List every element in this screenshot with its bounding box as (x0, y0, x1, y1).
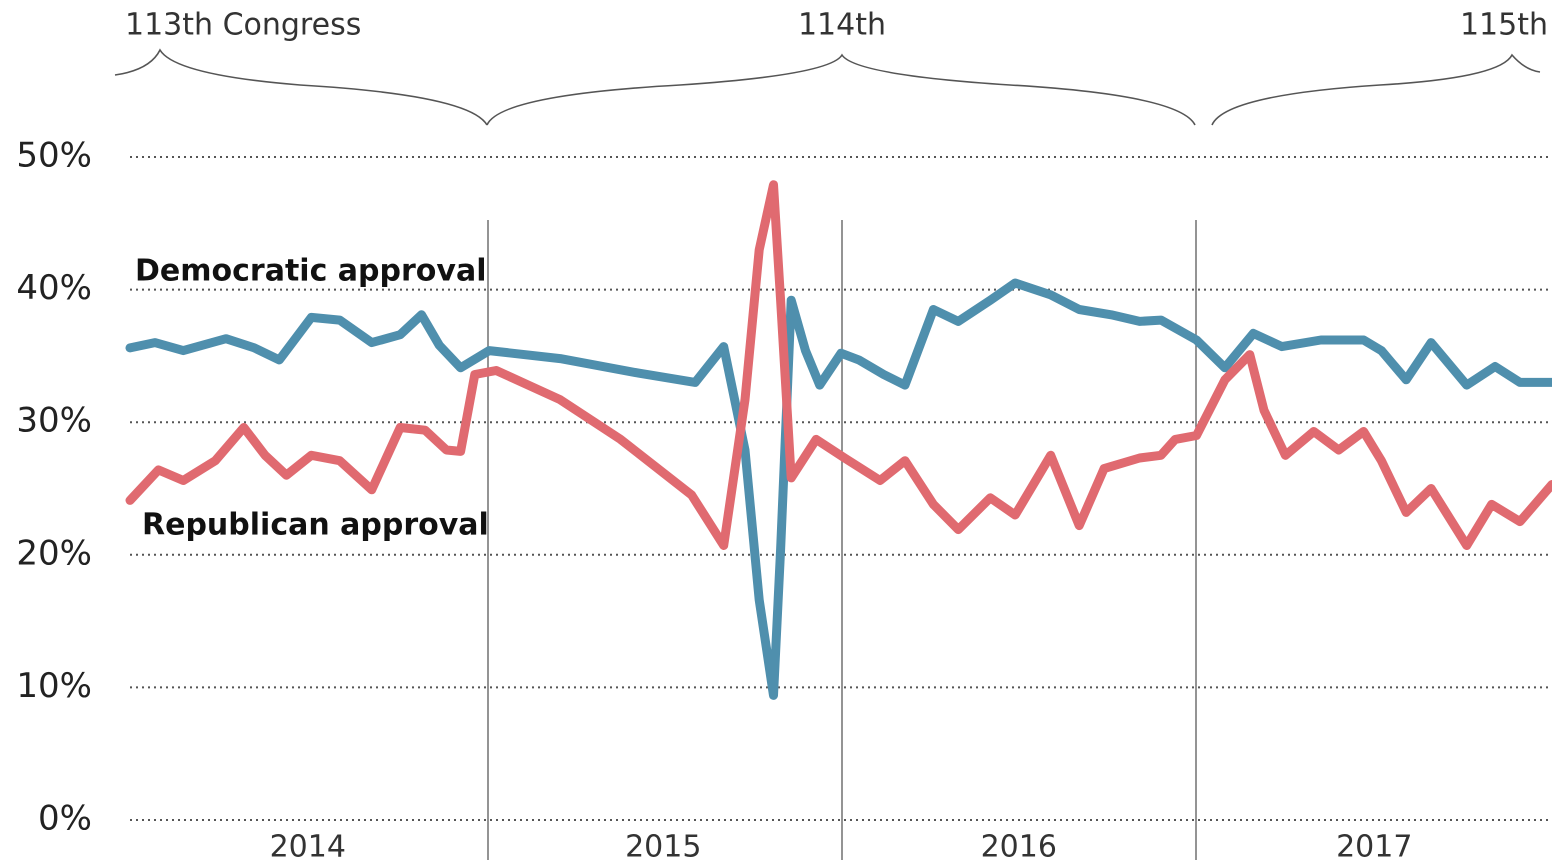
brace (114, 48, 488, 126)
congress-label: 113th Congress (125, 8, 361, 43)
x-tick-label: 2015 (625, 830, 701, 865)
congress-label: 115th (1460, 8, 1548, 43)
congress-braces (114, 48, 1541, 126)
y-tick-label: 10% (16, 666, 92, 706)
x-tick-label: 2017 (1336, 830, 1412, 865)
series-label: Democratic approval (135, 254, 486, 289)
congress-label: 114th (798, 8, 886, 43)
y-tick-label: 40% (16, 268, 92, 308)
x-tick-label: 2016 (981, 830, 1057, 865)
brace (1211, 53, 1541, 126)
brace (486, 53, 1196, 126)
y-tick-label: 30% (16, 401, 92, 441)
line (125, 278, 1552, 700)
y-tick-label: 20% (16, 533, 92, 573)
line (125, 180, 1552, 550)
y-tick-label: 0% (38, 799, 92, 839)
x-tick-label: 2014 (270, 830, 346, 865)
y-tick-label: 50% (16, 136, 92, 176)
series-label: Republican approval (142, 508, 489, 543)
year-separators (487, 220, 1197, 860)
